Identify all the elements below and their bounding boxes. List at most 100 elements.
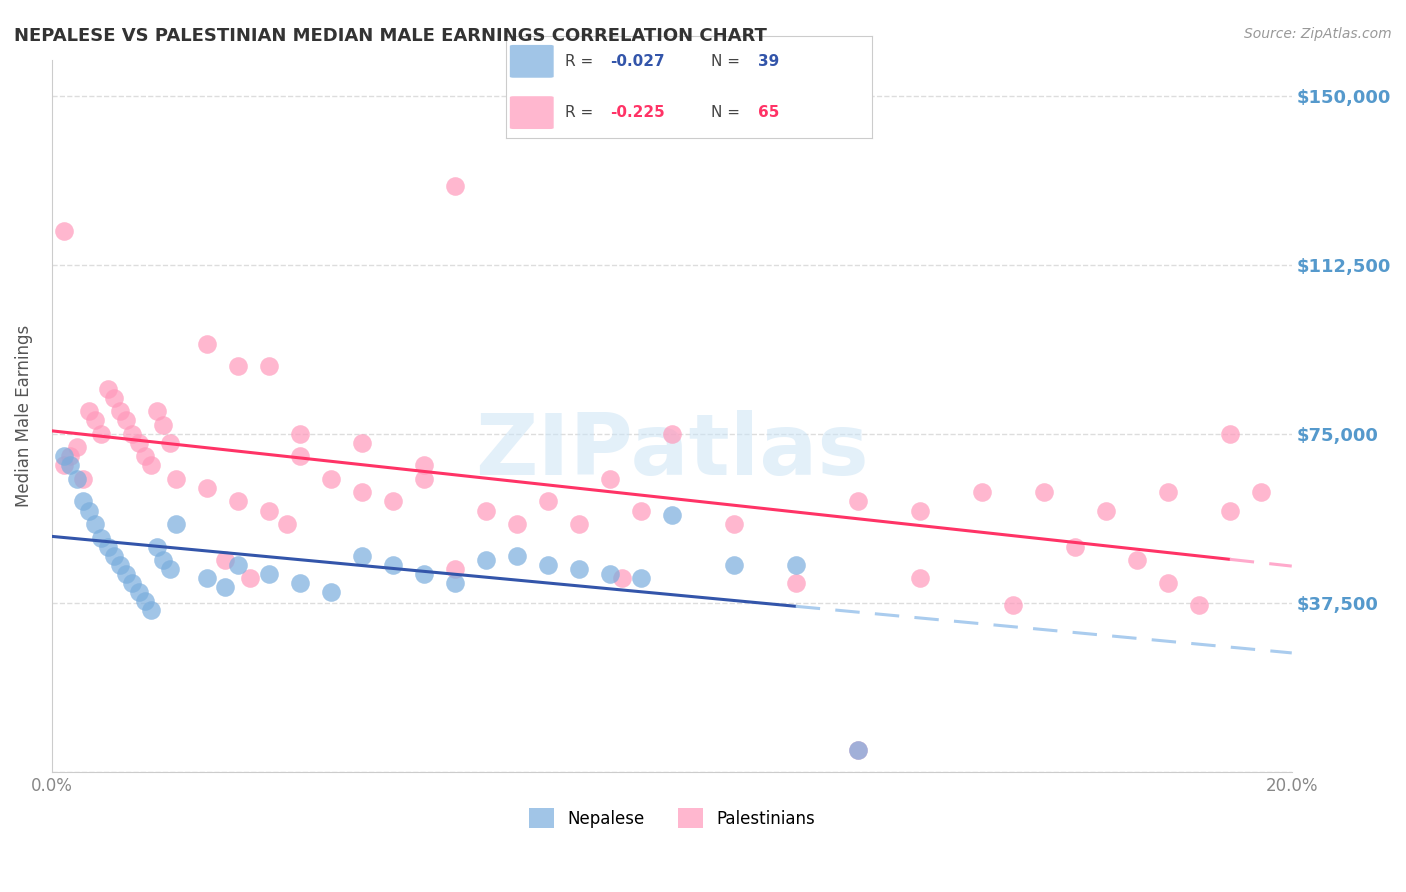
Text: 65: 65 bbox=[758, 105, 780, 120]
Point bbox=[381, 494, 404, 508]
Point bbox=[195, 336, 218, 351]
Point bbox=[195, 571, 218, 585]
Point bbox=[630, 571, 652, 585]
Point bbox=[103, 549, 125, 563]
Point bbox=[630, 503, 652, 517]
Point bbox=[785, 575, 807, 590]
Point bbox=[846, 742, 869, 756]
Point bbox=[65, 472, 87, 486]
Point bbox=[276, 516, 298, 531]
Point bbox=[723, 558, 745, 572]
Point bbox=[1126, 553, 1149, 567]
Point bbox=[785, 558, 807, 572]
Point bbox=[152, 417, 174, 432]
Point bbox=[846, 742, 869, 756]
Point bbox=[53, 450, 76, 464]
Point bbox=[96, 540, 118, 554]
Point bbox=[121, 575, 143, 590]
Point bbox=[723, 516, 745, 531]
Point bbox=[661, 508, 683, 522]
Point bbox=[108, 404, 131, 418]
Point bbox=[146, 404, 169, 418]
Point bbox=[226, 494, 249, 508]
Point bbox=[115, 566, 138, 581]
Point bbox=[152, 553, 174, 567]
Point bbox=[568, 516, 591, 531]
Point bbox=[139, 603, 162, 617]
Point bbox=[443, 178, 465, 193]
Point bbox=[319, 584, 342, 599]
Point bbox=[908, 571, 931, 585]
Point bbox=[134, 593, 156, 607]
Point bbox=[1250, 485, 1272, 500]
Text: 39: 39 bbox=[758, 54, 780, 69]
Point bbox=[612, 571, 634, 585]
FancyBboxPatch shape bbox=[510, 96, 554, 129]
Point bbox=[443, 562, 465, 576]
Point bbox=[537, 558, 560, 572]
Point bbox=[108, 558, 131, 572]
Point bbox=[257, 503, 280, 517]
Point bbox=[846, 494, 869, 508]
Point bbox=[121, 426, 143, 441]
Point bbox=[226, 558, 249, 572]
Legend: Nepalese, Palestinians: Nepalese, Palestinians bbox=[522, 801, 821, 835]
Point bbox=[381, 558, 404, 572]
Point bbox=[239, 571, 262, 585]
Text: ZIPatlas: ZIPatlas bbox=[475, 410, 869, 493]
Point bbox=[474, 553, 496, 567]
Point bbox=[319, 472, 342, 486]
Point bbox=[103, 391, 125, 405]
Text: -0.027: -0.027 bbox=[610, 54, 665, 69]
Point bbox=[350, 436, 373, 450]
Point bbox=[474, 503, 496, 517]
Point bbox=[77, 503, 100, 517]
Point bbox=[84, 516, 107, 531]
Point bbox=[350, 485, 373, 500]
Text: R =: R = bbox=[565, 105, 598, 120]
Point bbox=[1001, 598, 1024, 612]
Text: NEPALESE VS PALESTINIAN MEDIAN MALE EARNINGS CORRELATION CHART: NEPALESE VS PALESTINIAN MEDIAN MALE EARN… bbox=[14, 27, 766, 45]
Point bbox=[1063, 540, 1085, 554]
Point bbox=[537, 494, 560, 508]
Point bbox=[412, 566, 434, 581]
Point bbox=[661, 426, 683, 441]
Point bbox=[72, 472, 94, 486]
Point bbox=[65, 441, 87, 455]
Point bbox=[72, 494, 94, 508]
Point bbox=[115, 413, 138, 427]
Point bbox=[908, 503, 931, 517]
Point bbox=[257, 359, 280, 374]
Text: -0.225: -0.225 bbox=[610, 105, 665, 120]
Point bbox=[257, 566, 280, 581]
Point bbox=[59, 458, 82, 473]
Point bbox=[159, 436, 181, 450]
Point bbox=[134, 450, 156, 464]
Point bbox=[59, 450, 82, 464]
Point bbox=[159, 562, 181, 576]
Point bbox=[1032, 485, 1054, 500]
Point bbox=[128, 584, 150, 599]
Point bbox=[288, 575, 311, 590]
Point bbox=[165, 472, 187, 486]
Point bbox=[1188, 598, 1211, 612]
Point bbox=[146, 540, 169, 554]
Point bbox=[599, 472, 621, 486]
Point bbox=[1157, 575, 1180, 590]
Point bbox=[1157, 485, 1180, 500]
Point bbox=[128, 436, 150, 450]
Point bbox=[506, 549, 529, 563]
Point bbox=[53, 224, 76, 238]
Point bbox=[288, 450, 311, 464]
Point bbox=[214, 580, 236, 594]
Point bbox=[139, 458, 162, 473]
Point bbox=[96, 382, 118, 396]
Point bbox=[506, 516, 529, 531]
Point bbox=[53, 458, 76, 473]
Point bbox=[77, 404, 100, 418]
Point bbox=[350, 549, 373, 563]
Point bbox=[568, 562, 591, 576]
Text: N =: N = bbox=[711, 54, 745, 69]
FancyBboxPatch shape bbox=[510, 45, 554, 78]
Point bbox=[412, 472, 434, 486]
